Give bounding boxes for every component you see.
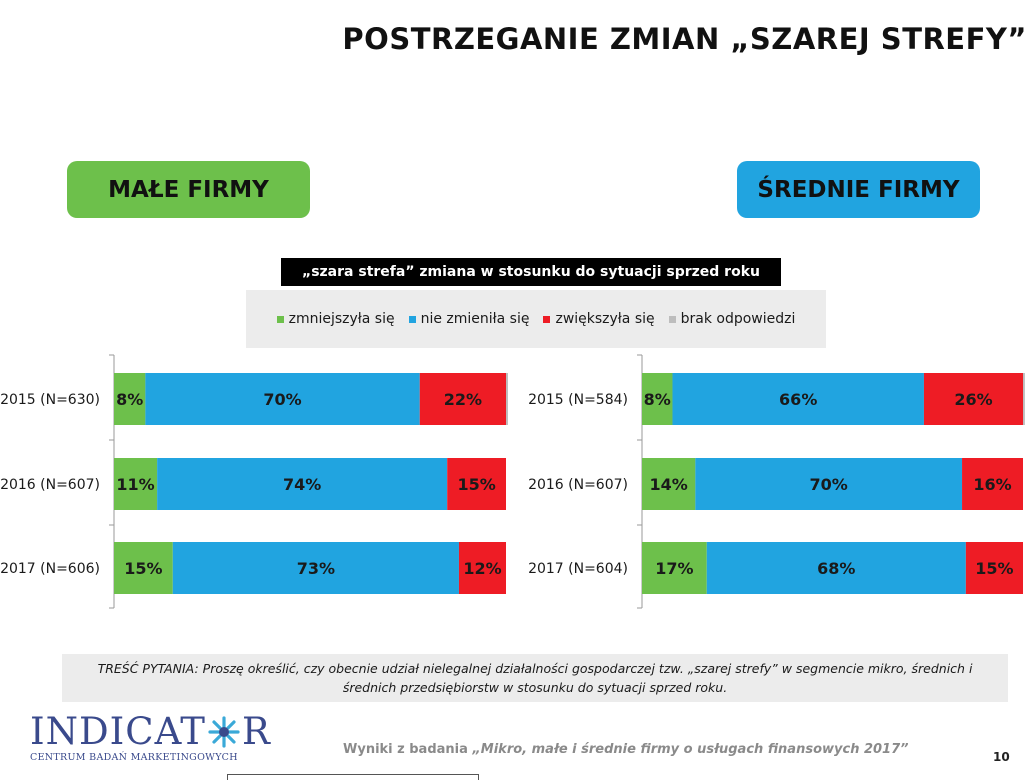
legend-label: zwiększyła się <box>555 311 655 327</box>
logo-text-part2: R <box>241 710 271 753</box>
bar-value-label: 8% <box>644 390 671 409</box>
source-prefix: Wyniki z badania <box>343 742 473 757</box>
legend-swatch <box>408 315 416 323</box>
bar-segment <box>642 542 707 594</box>
legend: zmniejszyła się nie zmieniła się zwiększ… <box>246 290 826 348</box>
question-label: „szara strefa” zmiana w stosunku do sytu… <box>281 258 781 286</box>
bar-segment <box>172 542 459 594</box>
bar-value-label: 66% <box>779 390 817 409</box>
bar-segment <box>965 542 1023 594</box>
bar-value-label: 14% <box>650 475 688 494</box>
embedded-object-frame <box>227 774 479 780</box>
legend-label: nie zmieniła się <box>420 311 530 327</box>
category-label: 2017 (N=606) <box>0 561 100 577</box>
legend-item-no-answer: brak odpowiedzi <box>668 311 796 327</box>
bar-segment <box>447 458 506 510</box>
legend-item-decreased: zmniejszyła się <box>276 311 395 327</box>
segment-label-small: MAŁE FIRMY <box>67 161 310 218</box>
legend-item-unchanged: nie zmieniła się <box>408 311 530 327</box>
bar-value-label: 16% <box>973 475 1011 494</box>
bar-segment <box>419 373 506 425</box>
legend-label: brak odpowiedzi <box>680 311 796 327</box>
source-study: „Mikro, małe i średnie firmy o usługach … <box>472 742 909 757</box>
category-label: 2017 (N=604) <box>528 561 628 577</box>
legend-swatch <box>668 315 676 323</box>
bar-value-label: 68% <box>817 559 855 578</box>
legend-swatch <box>543 315 551 323</box>
category-label: 2016 (N=607) <box>528 477 628 493</box>
bar-segment <box>642 458 696 510</box>
bar-segment <box>114 542 173 594</box>
logo-text-part1: INDICAT <box>30 710 206 753</box>
bar-value-label: 73% <box>297 559 335 578</box>
bar-segment <box>923 373 1023 425</box>
bar-value-label: 74% <box>283 475 321 494</box>
logo-star-icon <box>208 716 240 748</box>
bar-segment <box>506 373 508 425</box>
bar-value-label: 70% <box>810 475 848 494</box>
bar-segment <box>672 373 924 425</box>
category-label: 2015 (N=630) <box>0 392 100 408</box>
chart-small-firms: 2015 (N=630) 8% 70% 22% 2016 (N=607) 11% 74% 15… <box>0 354 515 610</box>
bar-value-label: 17% <box>655 559 693 578</box>
bar-segment <box>157 458 448 510</box>
chart-small-firms-svg: 2015 (N=630) 8% 70% 22% 2016 (N=607) 11% 74% 15… <box>0 354 508 609</box>
bar-value-label: 11% <box>116 475 154 494</box>
logo-subtitle: CENTRUM BADAŃ MARKETINGOWYCH <box>30 752 238 763</box>
bar-value-label: 26% <box>954 390 992 409</box>
footnote-text: TREŚĆ PYTANIA: Proszę określić, czy obec… <box>97 661 973 695</box>
legend-item-increased: zwiększyła się <box>543 311 655 327</box>
category-label: 2015 (N=584) <box>528 392 628 408</box>
bar-value-label: 15% <box>457 475 495 494</box>
bar-value-label: 12% <box>463 559 501 578</box>
question-footnote: TREŚĆ PYTANIA: Proszę określić, czy obec… <box>62 654 1008 702</box>
bar-segment <box>114 373 146 425</box>
bar-value-label: 8% <box>116 390 143 409</box>
chart-medium-firms: 2015 (N=584) 8% 66% 26% 2016 (N=607) 14% 70% 16… <box>525 354 1035 610</box>
page-number: 10 <box>993 750 1010 764</box>
indicator-logo: INDICAT R CENTRUM BADAŃ MARKETINGOWYCH <box>30 710 271 764</box>
bar-segment <box>642 373 673 425</box>
bar-segment <box>706 542 966 594</box>
bar-value-label: 15% <box>975 559 1013 578</box>
bar-segment <box>145 373 420 425</box>
bar-segment <box>458 542 506 594</box>
source-note: Wyniki z badania „Mikro, małe i średnie … <box>343 742 909 757</box>
bar-segment <box>1023 373 1025 425</box>
legend-swatch <box>276 315 284 323</box>
page-title: POSTRZEGANIE ZMIAN „SZAREJ STREFY” <box>342 22 1027 56</box>
bar-segment <box>962 458 1023 510</box>
segment-label-medium: ŚREDNIE FIRMY <box>737 161 980 218</box>
bar-segment <box>695 458 963 510</box>
bar-value-label: 70% <box>263 390 301 409</box>
category-label: 2016 (N=607) <box>0 477 100 493</box>
bar-segment <box>114 458 158 510</box>
chart-medium-firms-svg: 2015 (N=584) 8% 66% 26% 2016 (N=607) 14% 70% 16… <box>528 354 1025 609</box>
bar-value-label: 15% <box>124 559 162 578</box>
legend-label: zmniejszyła się <box>288 311 395 327</box>
bar-value-label: 22% <box>444 390 482 409</box>
